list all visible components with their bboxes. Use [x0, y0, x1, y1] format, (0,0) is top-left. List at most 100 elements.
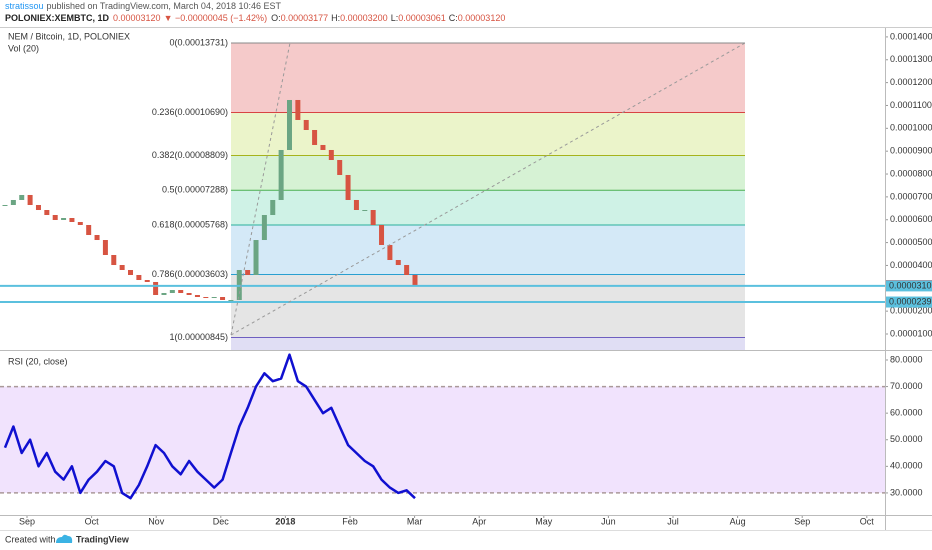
- candle: [353, 199, 359, 211]
- y-tick-label: 80.0000: [890, 354, 923, 364]
- footer-created: Created with: [5, 534, 56, 544]
- rsi-pane: [0, 353, 885, 500]
- price-label: 0.00002399: [889, 296, 932, 306]
- candle: [286, 99, 292, 150]
- candle: [186, 293, 192, 295]
- candle: [320, 144, 326, 150]
- candle: [395, 260, 401, 266]
- y-tick-label: 50.0000: [890, 434, 923, 444]
- x-tick-label: Aug: [730, 516, 746, 526]
- rsi-band: [0, 386, 885, 493]
- candle: [345, 174, 351, 200]
- publish-line: stratissou published on TradingView.com, …: [5, 1, 281, 11]
- price-label: 0.00003105: [889, 280, 932, 290]
- candle: [245, 269, 251, 275]
- published: published on TradingView.com, March 04, …: [47, 1, 282, 11]
- x-tick-label: 2018: [275, 516, 295, 526]
- candle: [161, 293, 167, 295]
- candle: [119, 265, 125, 270]
- x-tick-label: Feb: [342, 516, 358, 526]
- volume-label: Vol (20): [8, 43, 39, 53]
- candle: [136, 274, 142, 281]
- candle: [328, 149, 334, 160]
- ohlc-value: 0.00003120: [458, 13, 506, 23]
- candle: [178, 290, 184, 294]
- ohlc-value: 0.00003061: [398, 13, 446, 23]
- fib-label: 1(0.00000845): [169, 332, 228, 342]
- candle: [220, 297, 226, 300]
- y-tick-label: 70.0000: [890, 381, 923, 391]
- ohlc-label: L:: [391, 13, 399, 23]
- x-tick-label: Apr: [472, 516, 486, 526]
- candle: [253, 240, 259, 275]
- candle: [111, 254, 117, 266]
- candle: [144, 280, 150, 282]
- fib-zone: [231, 112, 745, 156]
- fib-label: 0.618(0.00005768): [152, 219, 228, 229]
- candle: [362, 210, 368, 212]
- x-tick-label: Jun: [601, 516, 616, 526]
- candle: [312, 129, 318, 145]
- fib-zone: [231, 337, 745, 350]
- candle: [69, 218, 75, 222]
- candle: [261, 215, 267, 241]
- x-tick-label: Sep: [794, 516, 810, 526]
- ohlc-label: C:: [449, 13, 458, 23]
- trend-line: [230, 42, 746, 336]
- candle: [35, 204, 41, 211]
- price-pane: 0(0.00013731) 0.236(0.00010690) 0.382(0.00…: [0, 37, 885, 350]
- fib-label: 0.236(0.00010690): [152, 107, 228, 117]
- candle: [61, 218, 67, 220]
- y-tick-label: 40.0000: [890, 461, 923, 471]
- candle: [194, 294, 200, 298]
- candle: [370, 210, 376, 225]
- candle: [228, 299, 234, 301]
- x-tick-label: Sep: [19, 516, 35, 526]
- y-tick-label: 60.0000: [890, 408, 923, 418]
- candle: [77, 221, 83, 225]
- fib-zone: [231, 155, 745, 191]
- fib-label: 0.786(0.00003603): [152, 269, 228, 279]
- rsi-line: [3, 353, 416, 500]
- candle: [270, 199, 276, 216]
- change: ▼ −0.00000045 (−1.42%): [164, 13, 267, 23]
- price-label-box: [886, 296, 932, 308]
- ohlc-value: 0.00003177: [281, 13, 329, 23]
- y-tick-label: 30.0000: [890, 487, 923, 497]
- candle: [52, 215, 58, 220]
- rsi-title: RSI (20, close): [8, 356, 68, 366]
- trend-line: [230, 42, 291, 336]
- fib-zone: [231, 190, 745, 226]
- x-tick-label: Nov: [148, 516, 165, 526]
- candle: [303, 119, 309, 130]
- ohlc-value: 0.00003200: [340, 13, 388, 23]
- fib-label: 0.382(0.00008809): [152, 150, 228, 160]
- candle: [86, 224, 92, 236]
- x-tick-label: Jul: [667, 516, 679, 526]
- quote-line: POLONIEX:XEMBTC, 1D 0.00003120 ▼ −0.000000…: [5, 13, 505, 23]
- candle: [19, 194, 25, 200]
- candle: [128, 269, 134, 275]
- fib-zone: [231, 274, 745, 338]
- candle: [203, 297, 209, 299]
- last-price: 0.00003120: [113, 13, 161, 23]
- fib-zone: [231, 225, 745, 275]
- candle: [10, 199, 16, 205]
- symbol: POLONIEX:XEMBTC, 1D: [5, 13, 110, 23]
- candle: [379, 224, 385, 245]
- candle: [211, 297, 217, 299]
